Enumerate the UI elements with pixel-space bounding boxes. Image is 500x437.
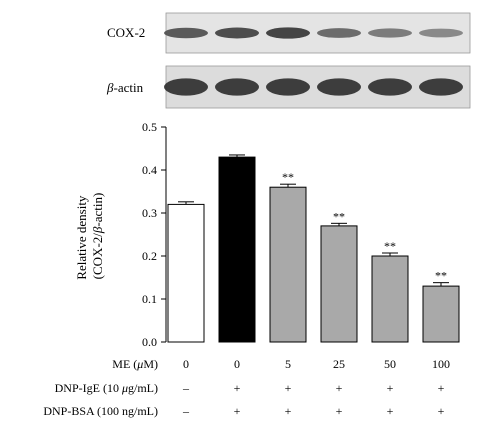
- condition-value: +: [336, 381, 343, 395]
- blot-panel-actin: β-actin: [106, 65, 471, 109]
- condition-value: 0: [234, 357, 240, 371]
- bar: [422, 285, 460, 343]
- y-tick-label: 0.5: [142, 120, 157, 134]
- bar: [269, 186, 307, 343]
- blot-bands-actin: [164, 78, 463, 96]
- condition-value: +: [285, 404, 292, 418]
- blot-band: [215, 27, 259, 39]
- condition-label: ME (μM): [112, 357, 158, 371]
- y-tick-label: 0.2: [142, 249, 157, 263]
- blot-band: [164, 78, 208, 96]
- condition-value: 50: [384, 357, 396, 371]
- y-tick-label: 0.3: [142, 206, 157, 220]
- bar-chart: Relative density (COX-2/β-actin) 0.00.10…: [43, 120, 460, 418]
- condition-value: +: [438, 404, 445, 418]
- condition-label: DNP-BSA (100 ng/mL): [43, 404, 158, 418]
- blot-band: [317, 78, 361, 96]
- condition-value: +: [336, 404, 343, 418]
- bar: [218, 156, 256, 343]
- bar: [167, 203, 205, 343]
- blot-bands-cox2: [164, 27, 463, 39]
- condition-value: –: [182, 381, 190, 395]
- condition-value: +: [438, 381, 445, 395]
- condition-value: +: [285, 381, 292, 395]
- blot-label-cox2: COX-2: [107, 25, 145, 40]
- bar: [320, 225, 358, 343]
- condition-value: –: [182, 404, 190, 418]
- blot-band: [368, 78, 412, 96]
- y-axis: 0.0 0.1 0.2 0.3 0.4 0.5: [142, 120, 167, 349]
- blot-band: [215, 78, 259, 96]
- condition-value: 100: [432, 357, 450, 371]
- blot-band: [317, 28, 361, 38]
- condition-label: DNP-IgE (10 μg/mL): [55, 381, 158, 395]
- significance-label: **: [435, 269, 447, 283]
- condition-value: +: [387, 381, 394, 395]
- significance-label: **: [333, 209, 345, 223]
- blot-panel-cox2: COX-2: [107, 12, 471, 54]
- condition-value: +: [387, 404, 394, 418]
- significance-label: **: [282, 170, 294, 184]
- blot-band: [419, 28, 463, 38]
- y-tick-label: 0.1: [142, 292, 157, 306]
- y-tick-label: 0.0: [142, 335, 157, 349]
- condition-value: 5: [285, 357, 291, 371]
- condition-value: +: [234, 404, 241, 418]
- condition-value: 25: [333, 357, 345, 371]
- blot-label-actin: β-actin: [106, 80, 144, 95]
- condition-value: 0: [183, 357, 189, 371]
- bars: ** ** ** **: [167, 154, 460, 343]
- y-tick-label: 0.4: [142, 163, 157, 177]
- y-axis-label: Relative density (COX-2/β-actin): [74, 192, 105, 279]
- blot-band: [266, 78, 310, 96]
- blot-band: [368, 28, 412, 38]
- condition-table: ME (μM) 0 0 5 25 50 100 DNP-IgE (10 μg/mL) – + + + +…: [43, 357, 450, 418]
- blot-band: [419, 78, 463, 96]
- blot-band: [164, 27, 208, 39]
- significance-label: **: [384, 239, 396, 253]
- condition-value: +: [234, 381, 241, 395]
- blot-band: [266, 27, 310, 39]
- bar: [371, 255, 409, 343]
